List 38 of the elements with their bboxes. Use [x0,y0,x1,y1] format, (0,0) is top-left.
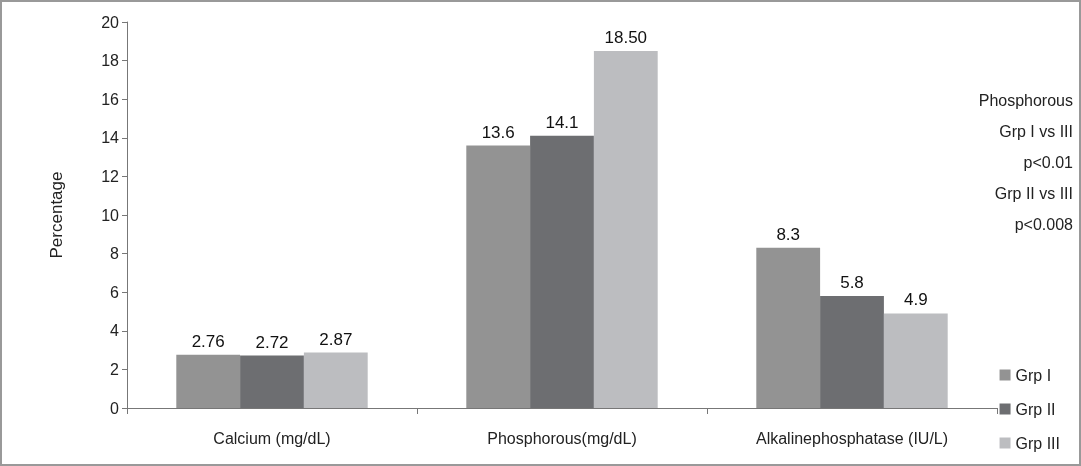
data-label: 8.3 [776,224,801,244]
y-axis-title: Percentage [47,171,66,259]
bar [883,313,948,408]
text: p<0.01 [1023,153,1074,171]
annotation: Phosphorous [978,91,1074,109]
bar [756,247,821,408]
bar [303,352,368,408]
y-tick-label: 14 [101,129,120,147]
data-label: 2.87 [319,329,353,349]
y-tick-label: 2 [110,360,120,378]
legend-label: Grp I [1015,366,1052,384]
text: Grp I vs III [999,122,1074,140]
text: p<0.008 [1014,215,1074,233]
data-label: 4.9 [903,290,928,310]
bar [466,145,531,408]
legend-label: Grp II [1015,400,1056,418]
y-tick-label: 6 [110,283,120,301]
y-tick-label: 8 [110,245,120,263]
x-tick-label: Phosphorous(mg/dL) [487,429,637,447]
y-tick-label: 12 [101,167,120,185]
y-tick-label: 18 [101,52,120,70]
data-label: 13.6 [481,122,515,142]
data-label: 5.8 [840,273,864,293]
y-tick-label: 16 [101,90,120,108]
x-tick-label: Calcium (mg/dL) [213,429,331,447]
y-tick-label: 0 [110,399,120,417]
y-tick-label: 10 [101,206,120,224]
data-label: 14.1 [545,112,579,132]
y-tick-label: 20 [101,13,120,31]
annotation: Grp II vs III [994,184,1073,202]
legend-label: Grp III [1015,434,1060,452]
data-label: 2.72 [255,332,289,352]
data-label: 18.50 [604,27,648,47]
bar [176,354,241,408]
data-label: 2.76 [191,331,225,351]
bar [593,50,658,408]
x-tick-label: Alkalinephosphatase (IU/L) [755,429,949,447]
y-tick-label: 4 [110,322,120,340]
